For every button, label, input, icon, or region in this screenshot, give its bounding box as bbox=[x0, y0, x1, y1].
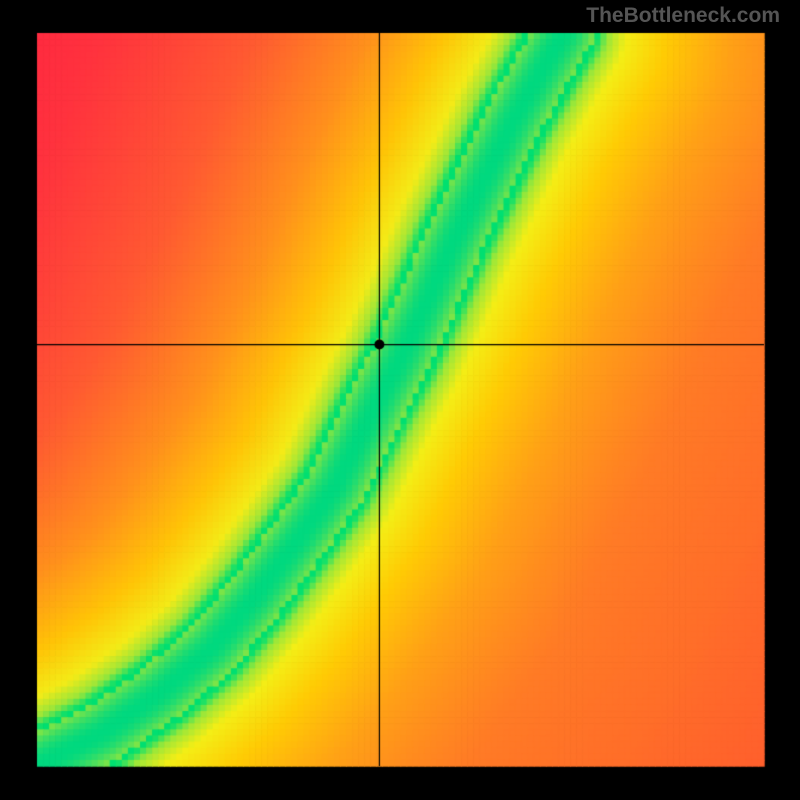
watermark-text: TheBottleneck.com bbox=[586, 4, 780, 28]
chart-container: { "meta": { "source_watermark": "TheBott… bbox=[0, 0, 800, 800]
bottleneck-heatmap bbox=[0, 0, 800, 800]
